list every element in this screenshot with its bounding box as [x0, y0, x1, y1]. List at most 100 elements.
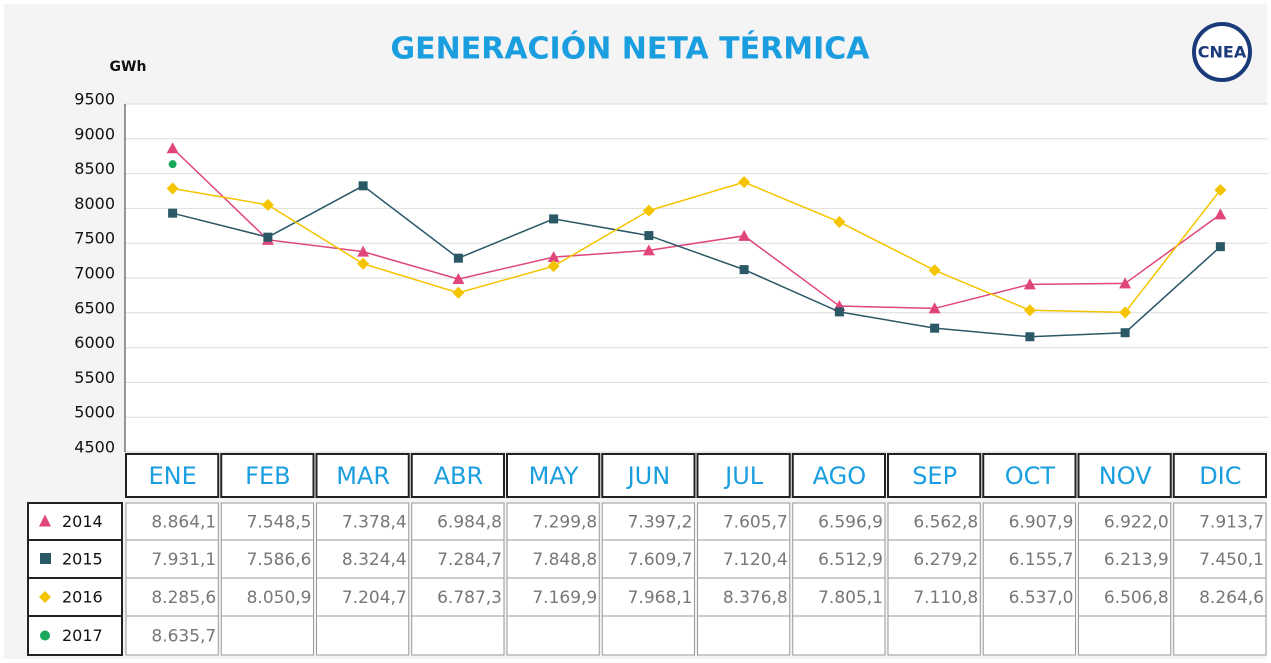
y-tick-label: 7000: [74, 264, 115, 283]
table-value: 7.120,4: [723, 550, 788, 570]
category-cell: [315, 453, 410, 498]
point: [261, 198, 274, 211]
y-tick-label: 8000: [74, 194, 115, 213]
table-cell: [125, 577, 219, 617]
table-value: 7.397,2: [628, 513, 693, 533]
y-tick-label: 5000: [74, 403, 115, 422]
point: [928, 302, 941, 314]
point: [642, 204, 655, 217]
point: [168, 208, 178, 218]
table-cell: [982, 577, 1076, 617]
point: [357, 257, 370, 270]
y-tick-label: 8500: [74, 159, 115, 178]
table-value: 7.204,7: [342, 588, 407, 608]
table-cell: [697, 577, 791, 617]
table-cell: [697, 539, 791, 579]
table-value: 7.968,1: [628, 588, 693, 608]
table-value: 7.299,8: [532, 513, 597, 533]
table-value: 6.787,3: [437, 588, 502, 608]
table-cell: [792, 502, 886, 541]
table-cell: [887, 502, 981, 541]
legend-marker: [40, 553, 51, 564]
x-tick-label: ABR: [434, 462, 484, 490]
point: [739, 265, 749, 275]
legend-marker: [40, 630, 50, 641]
table-cell: [792, 539, 886, 579]
y-axis-label: GWh: [110, 59, 147, 75]
point: [263, 232, 273, 242]
point: [1215, 242, 1225, 252]
point: [834, 307, 844, 317]
point: [1023, 304, 1036, 317]
table-value: 8.050,9: [247, 588, 312, 608]
table-cell: [125, 615, 219, 656]
category-cell: [506, 453, 601, 498]
table-value: 7.609,7: [628, 550, 693, 570]
table-cell: [220, 615, 314, 656]
point: [928, 264, 941, 277]
table-cell: [220, 539, 314, 579]
table-value: 6.922,0: [1104, 513, 1169, 533]
table-value: 6.562,8: [913, 513, 978, 533]
table-cell: [1173, 577, 1267, 617]
legend-marker: [39, 591, 51, 603]
point: [453, 253, 463, 263]
table-cell: [697, 615, 791, 656]
table-cell: [982, 502, 1076, 541]
point: [833, 215, 846, 228]
table-value: 6.512,9: [818, 550, 883, 570]
table-value: 6.596,9: [818, 513, 883, 533]
legend-label: 2014: [62, 512, 103, 531]
point: [547, 251, 560, 263]
point: [738, 229, 751, 241]
table-cell: [506, 502, 600, 541]
point: [549, 214, 559, 224]
y-tick-label: 9000: [74, 124, 115, 143]
point: [1023, 278, 1036, 290]
x-tick-label: MAR: [336, 462, 390, 490]
series-line: [172, 147, 1221, 310]
table-value: 7.913,7: [1199, 513, 1264, 533]
point: [357, 245, 370, 257]
point: [1214, 208, 1227, 220]
table-value: 7.169,9: [532, 588, 597, 608]
table-cell: [887, 615, 981, 656]
table-cell: [506, 539, 600, 579]
category-cell: [1077, 453, 1172, 498]
table-value: 8.376,8: [723, 588, 788, 608]
logo: [1192, 22, 1252, 82]
legend-label: 2017: [62, 626, 103, 645]
table-cell: [1173, 539, 1267, 579]
table-value: 6.213,9: [1104, 550, 1169, 570]
chart-title: GENERACIÓN NETA TÉRMICA: [391, 30, 871, 67]
table-value: 7.605,7: [723, 513, 788, 533]
table-cell: [1173, 502, 1267, 541]
category-cell: [791, 453, 886, 498]
legend-label: 2015: [62, 550, 103, 569]
table-cell: [506, 615, 600, 656]
table-cell: [506, 577, 600, 617]
table-cell: [1078, 539, 1172, 579]
table-cell: [1078, 577, 1172, 617]
table-cell: [1173, 615, 1267, 656]
table-value: 8.264,6: [1199, 588, 1264, 608]
point: [452, 273, 465, 285]
category-cell: [601, 453, 696, 498]
table-value: 6.155,7: [1009, 550, 1074, 570]
table-value: 7.586,6: [247, 550, 312, 570]
category-cell: [887, 453, 982, 498]
category-cell: [982, 453, 1077, 498]
table-cell: [411, 577, 505, 617]
table-value: 7.110,8: [913, 588, 978, 608]
x-tick-label: FEB: [245, 462, 290, 490]
table-value: 7.450,1: [1199, 550, 1264, 570]
point: [644, 231, 654, 241]
series-line: [172, 184, 1221, 338]
table-cell: [601, 539, 695, 579]
y-tick-label: 6000: [74, 333, 115, 352]
table-cell: [220, 577, 314, 617]
table-cell: [601, 502, 695, 541]
table-value: 6.537,0: [1009, 588, 1074, 608]
point: [642, 244, 655, 256]
